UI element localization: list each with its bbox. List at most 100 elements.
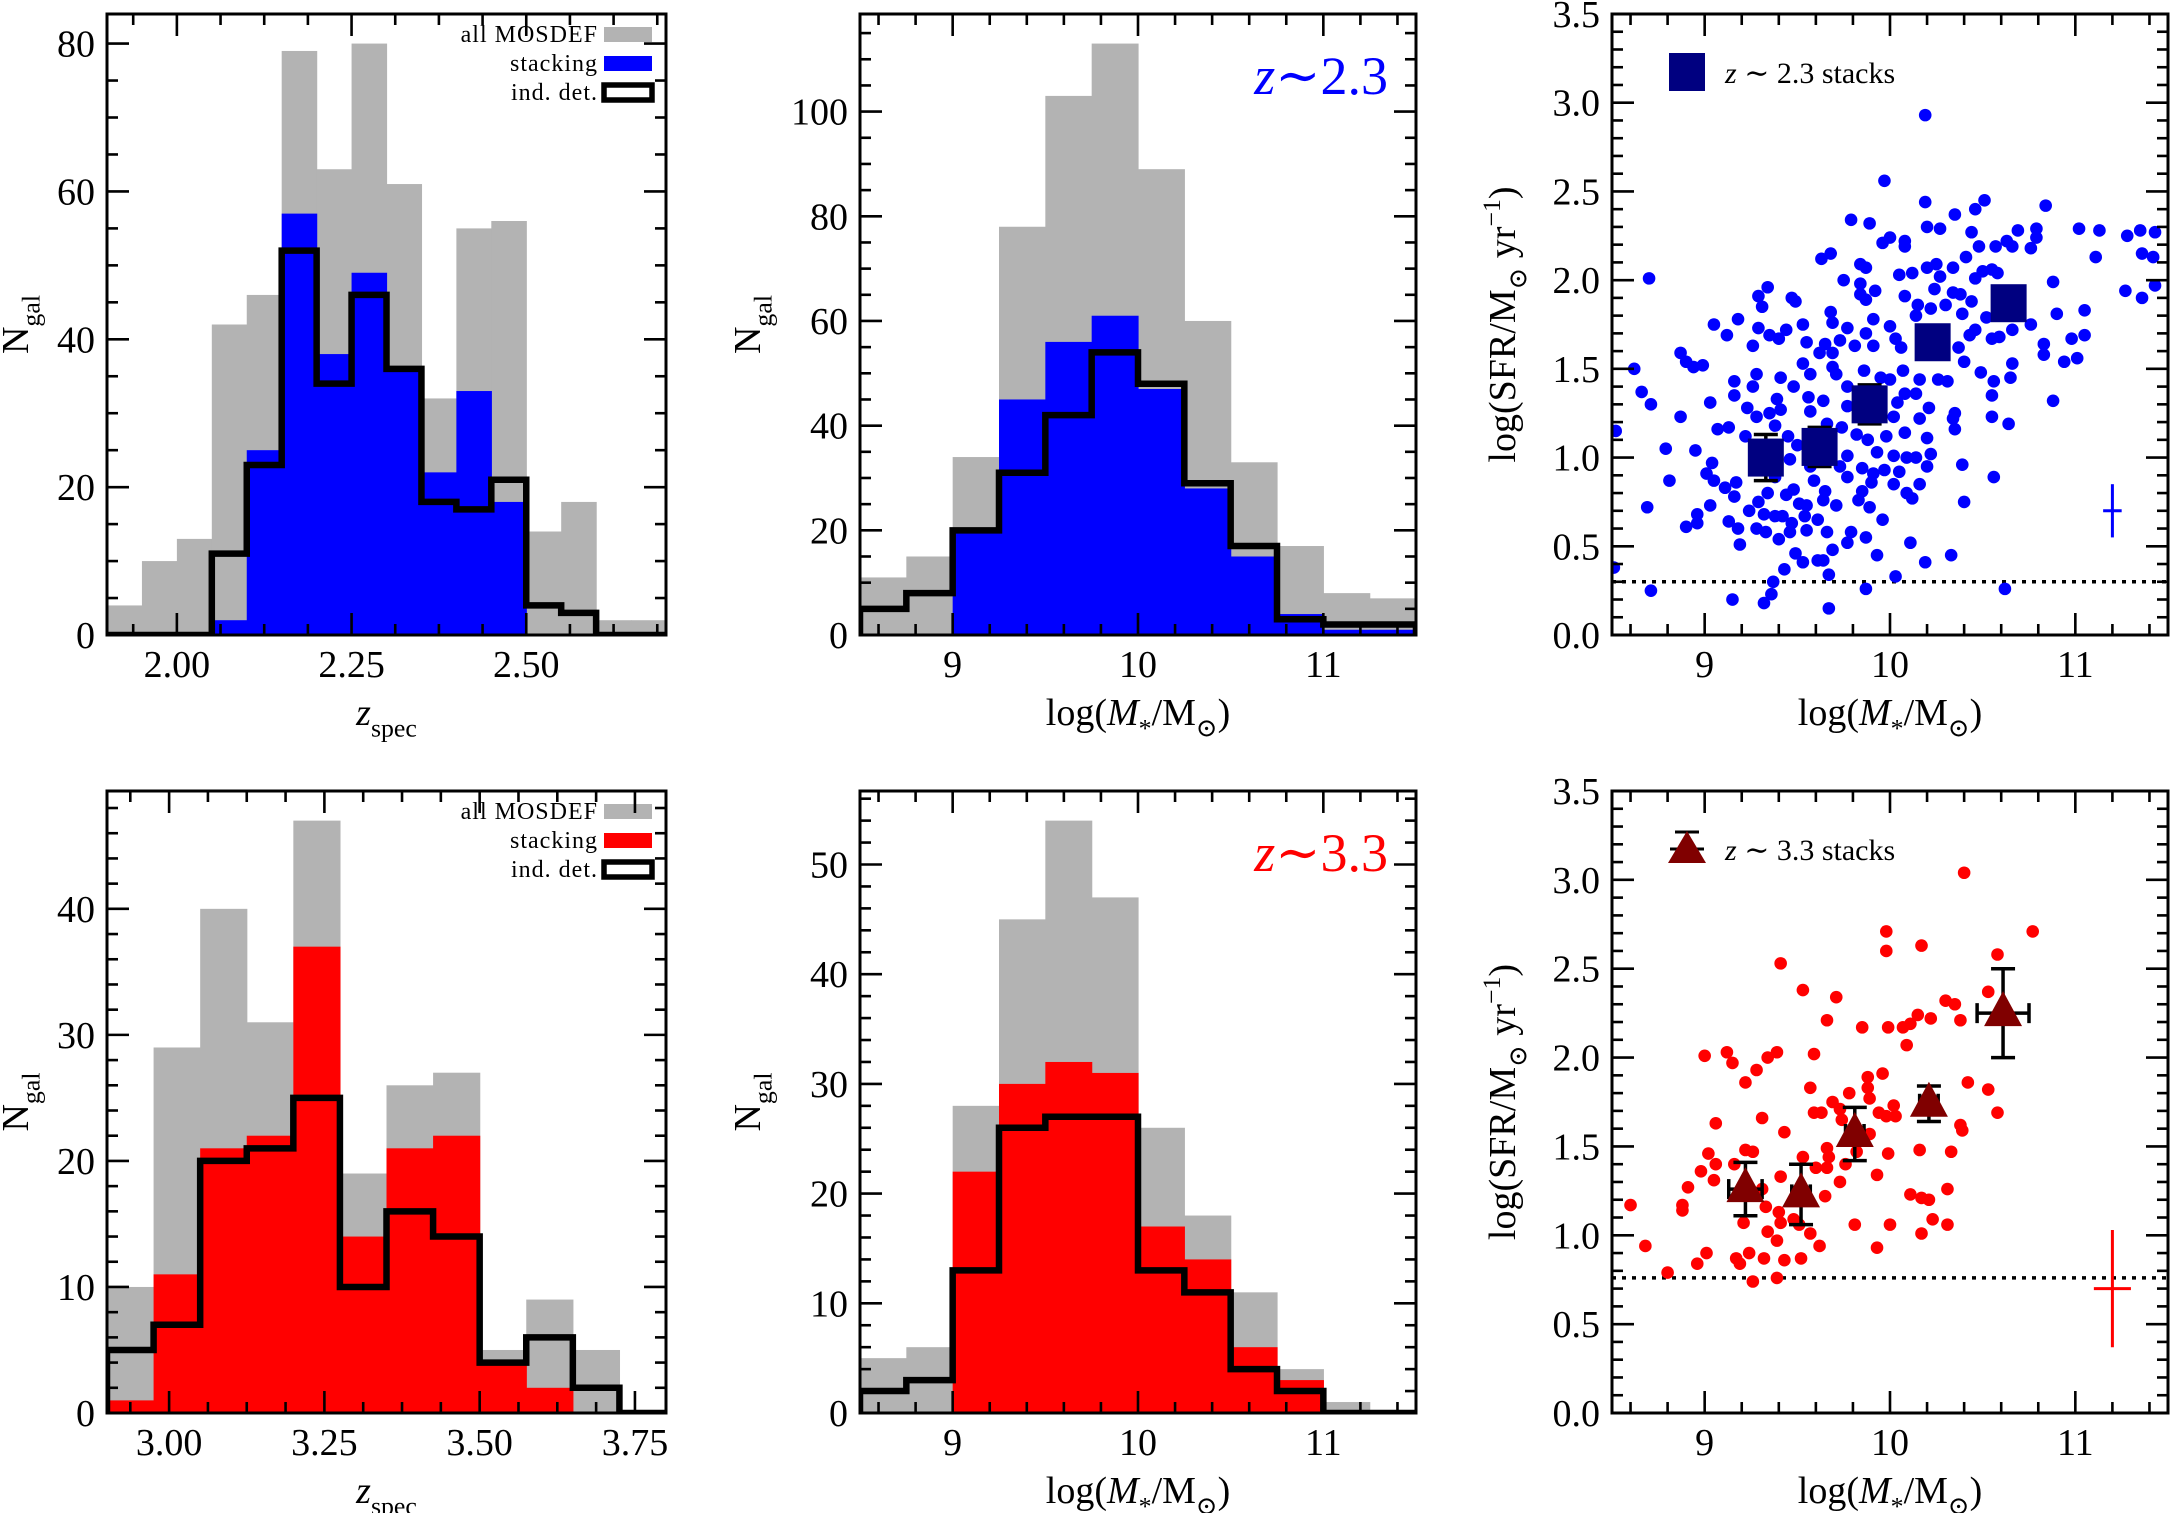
y-axis-label: log(SFR/M⊙ yr−1) — [1477, 964, 1533, 1240]
scatter-point — [2006, 357, 2019, 370]
scatter-point — [1952, 341, 1965, 354]
scatter-point — [1867, 339, 1880, 353]
scatter-point — [1737, 1216, 1750, 1230]
scatter-point — [1774, 957, 1787, 970]
stack-marker-triangle — [1984, 991, 2023, 1027]
stack-marker-square — [1990, 284, 2027, 323]
scatter-point — [1787, 380, 1800, 393]
scatter-point — [1898, 387, 1912, 400]
scatter-point — [2120, 229, 2134, 243]
scatter-point — [1881, 1021, 1895, 1034]
legend-label: ind. det. — [511, 80, 598, 106]
scatter-point — [1679, 520, 1693, 534]
panel-6: z ∼ 3.3 stacks 9 10 11 0.0 0.5 1.0 1.5 2.0 2.5 3.0… — [1477, 771, 2170, 1513]
stack-marker-square — [1747, 438, 1784, 477]
scatter-point — [1813, 1239, 1826, 1253]
bar-stacking — [1323, 629, 1371, 635]
panel-5: z∼3.3 9 10 11 0 10 20 30 40 50 log(M*/M⊙) Ngal — [727, 789, 1418, 1513]
scatter-point — [1746, 1145, 1760, 1159]
scatter-point — [1920, 431, 1934, 445]
scatter-point — [1904, 1188, 1917, 1201]
scatter-point — [1757, 1252, 1771, 1265]
scatter-point — [1863, 1092, 1876, 1105]
step-line-ind-det — [860, 1113, 1416, 1413]
scatter-point — [1859, 582, 1873, 596]
y-tick-label: 1.0 — [1553, 1215, 1601, 1257]
scatter-point — [1796, 555, 1810, 569]
scatter-point — [1850, 428, 1863, 441]
scatter-point — [1887, 449, 1901, 463]
scatter-point — [1783, 525, 1797, 539]
x-tick-label: 2.50 — [493, 644, 560, 686]
panel-4: all MOSDEF stacking ind. det. 3.00 3.25 3.50 3… — [0, 789, 669, 1513]
scatter-point — [2078, 328, 2091, 342]
scatter-point — [1924, 447, 1938, 461]
scatter-point — [1739, 1076, 1752, 1089]
x-axis-label: log(M*/M⊙) — [1798, 692, 1982, 742]
scatter-point — [1778, 563, 1791, 576]
ticks — [1612, 12, 2168, 637]
scatter-point — [1891, 396, 1904, 409]
scatter-point — [2030, 231, 2043, 244]
label-segment: /M — [1904, 692, 1948, 734]
y-tick-label: 20 — [810, 1174, 848, 1216]
plot-area — [1612, 866, 2168, 1348]
scatter-point — [2065, 332, 2078, 345]
scatter-point — [2133, 224, 2147, 237]
scatter-point — [1904, 536, 1917, 550]
scatter-point — [1861, 433, 1875, 447]
bar-stacking — [491, 501, 527, 635]
label-segment: gal — [16, 295, 45, 327]
scatter-point — [1755, 1111, 1769, 1125]
x-tick-label: 9 — [1695, 644, 1714, 686]
scatter-point — [1826, 543, 1839, 557]
bar-stacking — [246, 450, 283, 635]
bar-stacking — [339, 1236, 388, 1413]
x-tick-label: 3.75 — [602, 1422, 669, 1464]
label-segment: * — [1139, 713, 1152, 742]
scatter-point — [1987, 374, 2001, 388]
scatter-point — [1815, 1106, 1828, 1119]
y-tick-label: 0.0 — [1553, 615, 1601, 657]
label-segment: log( — [1046, 692, 1107, 734]
scatter-point — [1681, 1181, 1695, 1194]
scatter-point — [2011, 224, 2025, 237]
y-tick-label: 20 — [57, 467, 95, 509]
scatter-point — [1703, 396, 1717, 409]
legend-patch-stacking — [604, 56, 652, 71]
bar-all-mosdef — [141, 561, 178, 635]
scatter-point — [1800, 499, 1813, 512]
y-tick-label: 40 — [810, 954, 848, 996]
scatter-point — [1870, 1168, 1884, 1182]
y-tick-label: 80 — [57, 24, 95, 66]
scatter-point — [1870, 445, 1884, 459]
scatter-point — [1859, 531, 1873, 544]
scatter-point — [1974, 366, 1988, 379]
scatter-point — [2078, 304, 2091, 317]
y-tick-label: 3.5 — [1553, 0, 1601, 36]
bar-stacking — [952, 1171, 1000, 1413]
scatter-point — [1854, 277, 1867, 290]
scatter-point — [1894, 341, 1908, 354]
scatter-point — [1779, 488, 1793, 502]
x-tick-label: 3.50 — [446, 1422, 513, 1464]
scatter-point — [2030, 222, 2043, 235]
scatter-point — [1718, 481, 1732, 495]
scatter-point — [1824, 305, 1837, 319]
panel-3: z ∼ 2.3 stacks 9 10 11 0.0 0.5 1.0 1.5 2.0 2.5 3.0… — [1477, 0, 2170, 742]
scatter-point — [1798, 509, 1812, 523]
label-segment: M — [1106, 1470, 1141, 1512]
stack-marker-triangle — [1726, 1167, 1765, 1203]
scatter-point — [1981, 985, 1995, 999]
bar-all-mosdef — [526, 531, 562, 635]
scatter-point — [1759, 1200, 1773, 1214]
label-segment: yr — [1482, 226, 1524, 268]
bar-stacking — [433, 1135, 481, 1413]
x-tick-label: 11 — [2057, 644, 2094, 686]
scatter-point — [1993, 330, 2006, 344]
scatter-point — [1800, 524, 1813, 537]
redshift-annotation: z∼3.3 — [1253, 823, 1388, 883]
label-segment: z — [355, 692, 371, 734]
x-axis-label: log(M*/M⊙) — [1798, 1470, 1982, 1513]
scatter-point — [1913, 477, 1926, 491]
